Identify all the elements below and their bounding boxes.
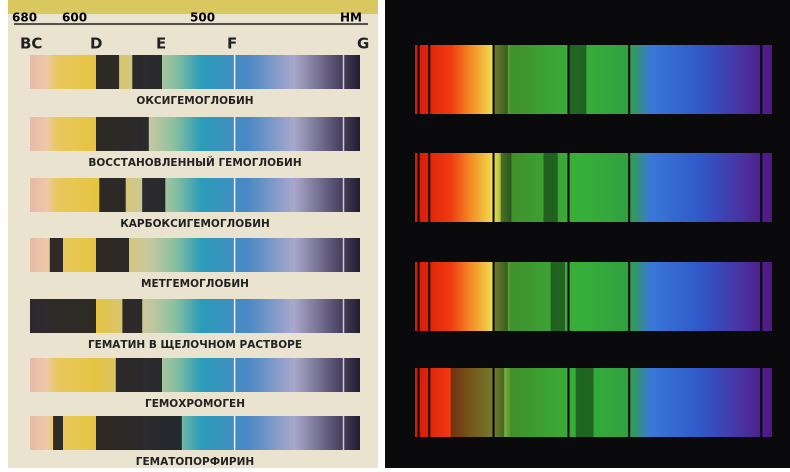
- scale-unit: НМ: [340, 11, 362, 25]
- scale-tick: 600: [62, 11, 87, 25]
- spectrum-label: ОКСИГЕМОГЛОБИН: [136, 95, 253, 107]
- absorption-band: [494, 262, 508, 331]
- absorption-band: [142, 178, 165, 212]
- scale-tick: 680: [12, 11, 37, 25]
- absorption-band: [99, 178, 125, 212]
- line-letter: E: [156, 35, 166, 53]
- absorption-band: [30, 299, 96, 333]
- spectrum-label: ГЕМАТОПОРФИРИН: [136, 456, 254, 468]
- spectrum-label: МЕТГЕМОГЛОБИН: [141, 278, 249, 290]
- absorption-band: [132, 55, 162, 89]
- spectrum-label: ГЕМОХРОМОГЕН: [145, 398, 245, 410]
- absorption-band: [576, 368, 594, 437]
- spectrum-label: КАРБОКСИГЕМОГЛОБИН: [120, 218, 270, 230]
- scale-tick: 500: [190, 11, 215, 25]
- absorption-band: [96, 416, 182, 450]
- spectrum-strip: [30, 416, 360, 450]
- line-letter: D: [90, 35, 102, 53]
- spectrum-strip: [30, 55, 360, 89]
- absorption-band: [96, 117, 149, 151]
- absorption-band: [50, 238, 63, 272]
- absorption-band: [569, 45, 587, 114]
- spectrum-strip: [30, 238, 360, 272]
- absorption-band: [53, 416, 63, 450]
- spectrum-label: ГЕМАТИН В ЩЕЛОЧНОМ РАСТВОРЕ: [88, 339, 302, 351]
- absorption-band: [122, 299, 142, 333]
- spectrum-strip: [30, 117, 360, 151]
- absorption-band: [96, 55, 119, 89]
- photo-pair: 680 600 500 НМ BC D E F G ОКСИГЕМОГЛОБИН…: [0, 0, 790, 468]
- line-letter: F: [227, 35, 237, 53]
- absorption-band: [116, 358, 162, 392]
- spectrum-strip: [30, 178, 360, 212]
- spectrum-photo: [415, 153, 772, 222]
- absorption-band: [451, 368, 505, 437]
- spectrum-photo: [415, 262, 772, 331]
- absorption-band: [494, 45, 508, 114]
- absorption-band: [544, 153, 558, 222]
- absorption-band: [96, 238, 129, 272]
- absorption-band: [551, 262, 565, 331]
- spectrum-strip: [30, 358, 360, 392]
- spectrum-label: ВОССТАНОВЛЕННЫЙ ГЕМОГЛОБИН: [88, 156, 301, 169]
- line-letter: BC: [20, 35, 42, 53]
- spectrum-photo: [415, 45, 772, 114]
- line-letter: G: [357, 35, 369, 53]
- absorption-band: [501, 153, 512, 222]
